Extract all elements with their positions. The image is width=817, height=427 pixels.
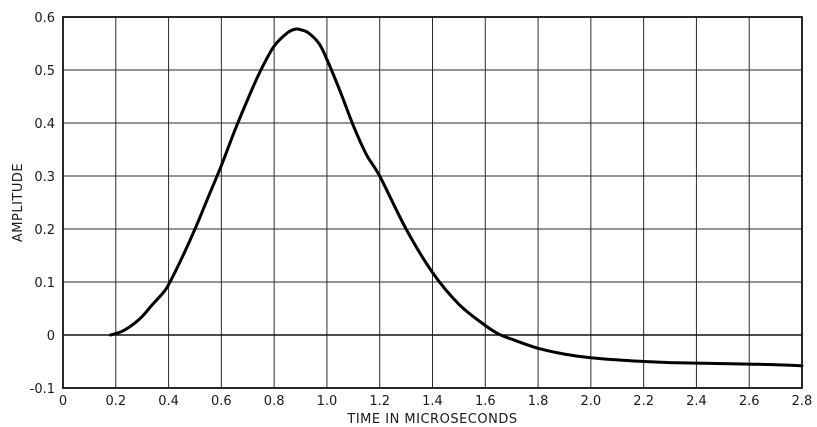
x-axis-label: TIME IN MICROSECONDS: [346, 412, 517, 427]
y-axis-label: AMPLITUDE: [11, 163, 26, 242]
x-tick-label: 2.0: [581, 394, 602, 409]
y-tick-label: 0.1: [34, 276, 55, 291]
y-tick-label: 0.2: [34, 223, 55, 238]
y-tick-label: 0.5: [34, 64, 55, 79]
x-tick-label: 0.6: [211, 394, 232, 409]
x-tick-label: 1.6: [475, 394, 496, 409]
x-tick-label: 1.0: [317, 394, 338, 409]
y-tick-label: -0.1: [30, 382, 55, 397]
x-tick-label: 0.2: [105, 394, 126, 409]
grid: [62, 16, 803, 389]
y-tick-label: 0: [47, 329, 55, 344]
y-tick-label: 0.4: [34, 117, 55, 132]
x-tick-label: 1.4: [422, 394, 443, 409]
x-tick-label: 2.8: [792, 394, 813, 409]
y-tick-labels: -0.1 0 0.1 0.2 0.3 0.4 0.5 0.6: [30, 11, 55, 397]
x-tick-label: 1.8: [528, 394, 549, 409]
x-tick-label: 0.8: [264, 394, 285, 409]
x-tick-labels: 0 0.2 0.4 0.6 0.8 1.0 1.2 1.4 1.6 1.8 2.0 2.2 2.4 2.6…: [59, 394, 812, 409]
x-tick-label: 0.4: [158, 394, 179, 409]
y-tick-label: 0.6: [34, 11, 55, 26]
y-tick-label: 0.3: [34, 170, 55, 185]
x-tick-label: 0: [59, 394, 67, 409]
x-tick-label: 2.4: [686, 394, 707, 409]
x-tick-label: 1.2: [369, 394, 390, 409]
plot-frame: [62, 16, 803, 389]
x-tick-label: 2.6: [739, 394, 760, 409]
series-line: [109, 27, 804, 368]
x-tick-label: 2.2: [633, 394, 654, 409]
